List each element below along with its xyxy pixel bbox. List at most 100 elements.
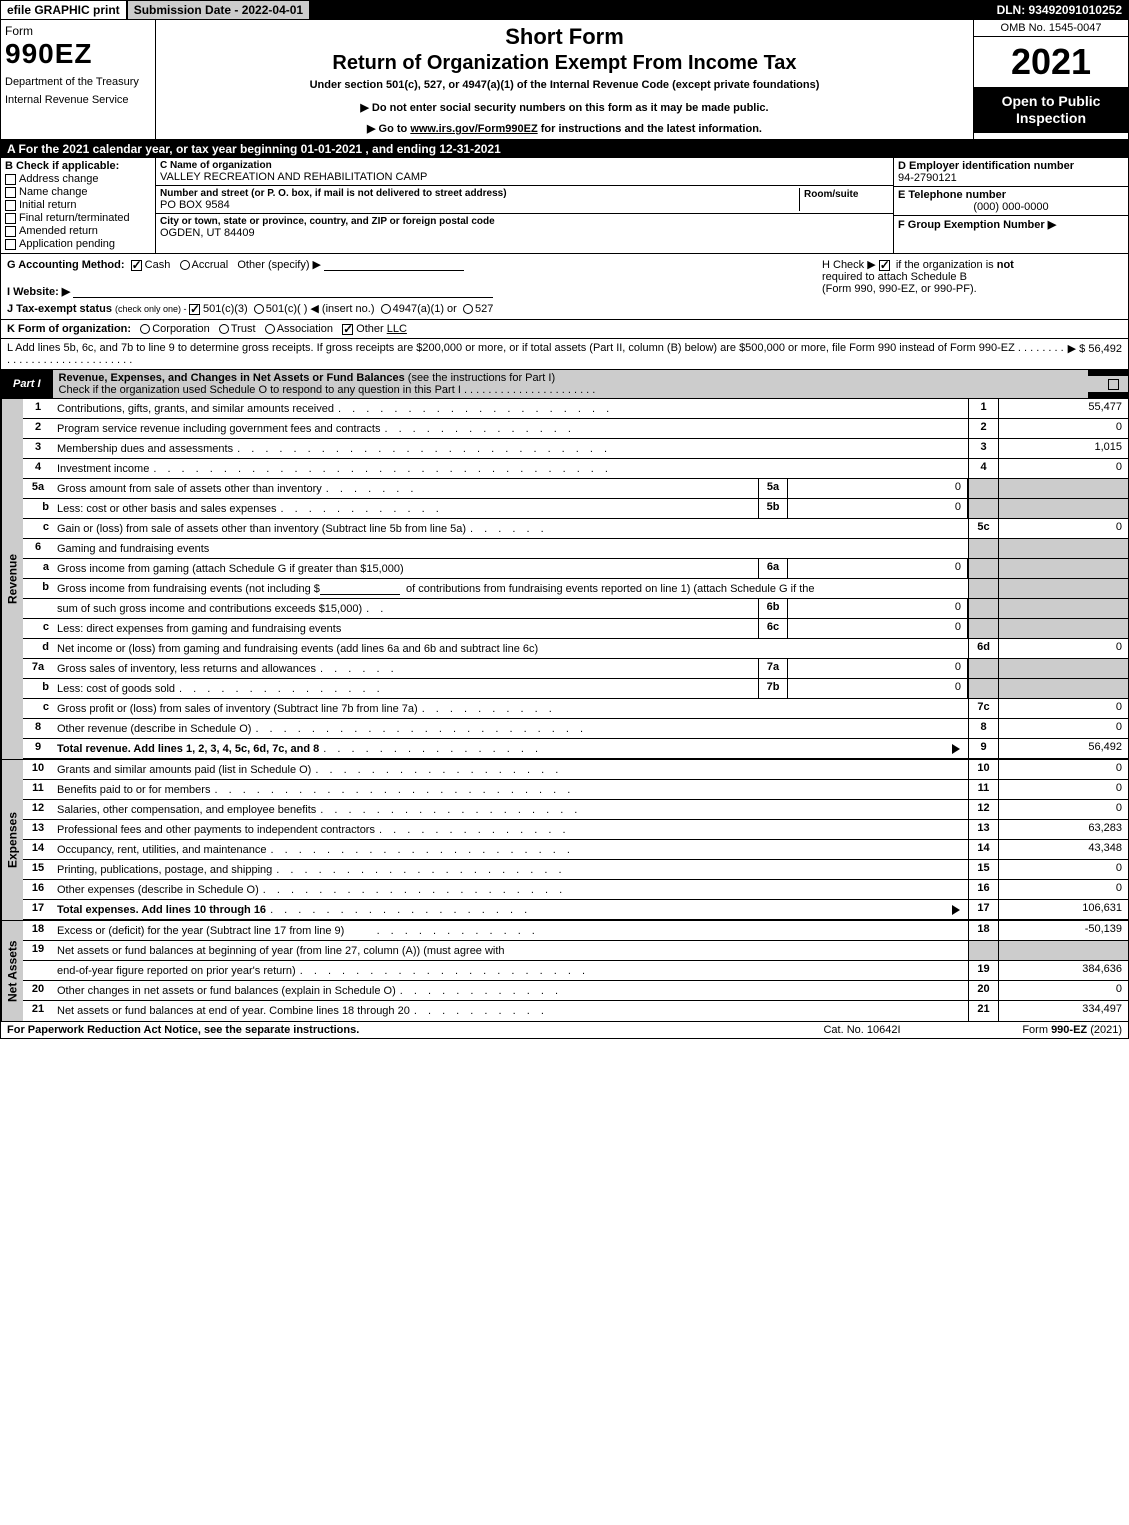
- h-block: H Check ▶ if the organization is not req…: [822, 258, 1122, 315]
- j-small: (check only one) -: [115, 304, 189, 314]
- chk-527[interactable]: [463, 304, 473, 314]
- line-5a: 5a Gross amount from sale of assets othe…: [23, 479, 1128, 499]
- lbl-cash: Cash: [145, 259, 171, 271]
- c-city-label: City or town, state or province, country…: [160, 216, 889, 227]
- page-footer: For Paperwork Reduction Act Notice, see …: [0, 1022, 1129, 1039]
- line-6a: a Gross income from gaming (attach Sched…: [23, 559, 1128, 579]
- line-6b-2: sum of such gross income and contributio…: [23, 599, 1128, 619]
- chk-corp[interactable]: [140, 324, 150, 334]
- e-phone-val: (000) 000-0000: [898, 201, 1124, 213]
- chk-h[interactable]: [879, 260, 890, 271]
- c-addr-label: Number and street (or P. O. box, if mail…: [160, 188, 799, 199]
- lbl-other-specify: Other (specify) ▶: [237, 259, 321, 271]
- chk-address-change[interactable]: Address change: [5, 173, 151, 185]
- line-12: 12 Salaries, other compensation, and emp…: [23, 800, 1128, 820]
- d-ein-label: D Employer identification number: [898, 160, 1124, 172]
- c-addr-val: PO BOX 9584: [160, 199, 799, 211]
- col-d-e-f: D Employer identification number 94-2790…: [893, 158, 1128, 253]
- goto-post: for instructions and the latest informat…: [538, 123, 762, 135]
- line-10: 10 Grants and similar amounts paid (list…: [23, 760, 1128, 780]
- row-k: K Form of organization: Corporation Trus…: [0, 320, 1129, 339]
- line-1: 1 Contributions, gifts, grants, and simi…: [23, 399, 1128, 419]
- part1-checkbox[interactable]: [1088, 376, 1128, 392]
- expenses-section: Expenses 10 Grants and similar amounts p…: [0, 759, 1129, 920]
- revenue-section: Revenue 1 Contributions, gifts, grants, …: [0, 399, 1129, 759]
- header-right: OMB No. 1545-0047 2021 Open to Public In…: [973, 20, 1128, 139]
- col-b-heading: B Check if applicable:: [5, 160, 151, 172]
- line-2: 2 Program service revenue including gove…: [23, 419, 1128, 439]
- lbl-527: 527: [475, 303, 493, 315]
- header-mid: Short Form Return of Organization Exempt…: [156, 20, 973, 139]
- i-website-label: I Website: ▶: [7, 286, 70, 298]
- expenses-side-label: Expenses: [1, 760, 23, 920]
- c-room-label: Room/suite: [804, 189, 858, 200]
- chk-other-org[interactable]: [342, 324, 353, 335]
- chk-amended-return[interactable]: Amended return: [5, 225, 151, 237]
- chk-assoc[interactable]: [265, 324, 275, 334]
- line-9: 9 Total revenue. Add lines 1, 2, 3, 4, 5…: [23, 739, 1128, 759]
- lbl-other-org: Other: [356, 323, 384, 335]
- chk-trust[interactable]: [219, 324, 229, 334]
- title-short-form: Short Form: [162, 24, 967, 50]
- line-3: 3 Membership dues and assessments. . . .…: [23, 439, 1128, 459]
- lbl-assoc: Association: [277, 323, 333, 335]
- line-7b: b Less: cost of goods sold. . . . . . . …: [23, 679, 1128, 699]
- lbl-501c: 501(c)( ) ◀ (insert no.): [266, 303, 375, 315]
- arrow-icon: [952, 905, 960, 915]
- chk-name-change[interactable]: Name change: [5, 186, 151, 198]
- l-arrow: ▶ $: [1068, 343, 1086, 355]
- lbl-accrual: Accrual: [192, 259, 229, 271]
- line-17: 17 Total expenses. Add lines 10 through …: [23, 900, 1128, 920]
- goto-pre: ▶ Go to: [367, 123, 410, 135]
- efile-print-label[interactable]: efile GRAPHIC print: [1, 1, 126, 19]
- col-b-check-applicable: B Check if applicable: Address change Na…: [1, 158, 156, 253]
- chk-501c3[interactable]: [189, 304, 200, 315]
- h-post: if the organization is: [896, 259, 997, 271]
- goto-link[interactable]: www.irs.gov/Form990EZ: [410, 123, 537, 135]
- line-8: 8 Other revenue (describe in Schedule O)…: [23, 719, 1128, 739]
- goto-instructions: ▶ Go to www.irs.gov/Form990EZ for instru…: [162, 122, 967, 135]
- arrow-icon: [952, 744, 960, 754]
- lbl-trust: Trust: [231, 323, 256, 335]
- line-6d: d Net income or (loss) from gaming and f…: [23, 639, 1128, 659]
- chk-cash[interactable]: [131, 260, 142, 271]
- submission-date: Submission Date - 2022-04-01: [126, 1, 311, 19]
- k-label: K Form of organization:: [7, 323, 131, 335]
- chk-final-return[interactable]: Final return/terminated: [5, 212, 151, 224]
- website-field[interactable]: [73, 286, 493, 298]
- title-return: Return of Organization Exempt From Incom…: [162, 52, 967, 75]
- line-19a: 19 Net assets or fund balances at beginn…: [23, 941, 1128, 961]
- part1-tag: Part I: [1, 376, 53, 392]
- c-name-label: C Name of organization: [160, 160, 889, 171]
- c-city-val: OGDEN, UT 84409: [160, 227, 889, 239]
- c-org-name: VALLEY RECREATION AND REHABILITATION CAM…: [160, 171, 889, 183]
- warning-ssn: ▶ Do not enter social security numbers o…: [162, 101, 967, 114]
- chk-4947[interactable]: [381, 304, 391, 314]
- form-number: 990EZ: [5, 38, 151, 70]
- other-org-val: LLC: [387, 323, 407, 335]
- line-18: 18 Excess or (deficit) for the year (Sub…: [23, 921, 1128, 941]
- line-19b: end-of-year figure reported on prior yea…: [23, 961, 1128, 981]
- top-bar: efile GRAPHIC print Submission Date - 20…: [0, 0, 1129, 20]
- f-group-label: F Group Exemption Number ▶: [898, 218, 1124, 231]
- line-20: 20 Other changes in net assets or fund b…: [23, 981, 1128, 1001]
- line-16: 16 Other expenses (describe in Schedule …: [23, 880, 1128, 900]
- d-ein-val: 94-2790121: [898, 172, 1124, 184]
- chk-501c[interactable]: [254, 304, 264, 314]
- chk-initial-return[interactable]: Initial return: [5, 199, 151, 211]
- form-word: Form: [5, 24, 151, 38]
- line-14: 14 Occupancy, rent, utilities, and maint…: [23, 840, 1128, 860]
- part1-check-text: Check if the organization used Schedule …: [59, 384, 461, 396]
- other-specify-field[interactable]: [324, 259, 464, 271]
- netassets-side-label: Net Assets: [1, 921, 23, 1021]
- chk-application-pending[interactable]: Application pending: [5, 238, 151, 250]
- dept-irs: Internal Revenue Service: [5, 94, 151, 106]
- j-label: J Tax-exempt status: [7, 303, 115, 315]
- h-line2: required to attach Schedule B: [822, 271, 967, 283]
- tax-year: 2021: [974, 37, 1128, 87]
- netassets-section: Net Assets 18 Excess or (deficit) for th…: [0, 920, 1129, 1022]
- chk-accrual[interactable]: [180, 260, 190, 270]
- line-7c: c Gross profit or (loss) from sales of i…: [23, 699, 1128, 719]
- footer-catno: Cat. No. 10642I: [762, 1024, 962, 1036]
- lbl-501c3: 501(c)(3): [203, 303, 248, 315]
